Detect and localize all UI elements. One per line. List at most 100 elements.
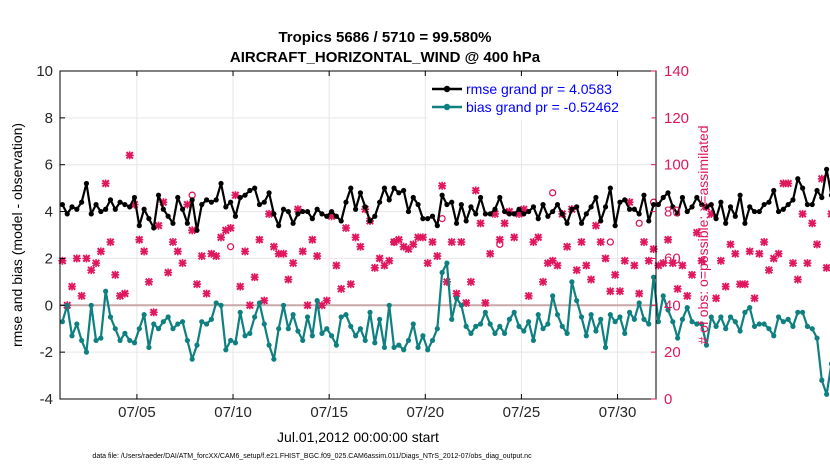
bias-point (271, 356, 277, 362)
bias-point (631, 316, 637, 322)
rmse-point (396, 190, 402, 196)
obs-assimilated-marker (313, 252, 322, 261)
bias-point (819, 377, 825, 383)
rmse-point (641, 192, 647, 198)
bias-point (675, 335, 681, 341)
bias-point (751, 323, 758, 329)
rmse-point (670, 204, 676, 210)
rmse-point (732, 213, 738, 219)
obs-assimilated-marker (217, 233, 226, 242)
rmse-point (463, 218, 469, 224)
obs-assimilated-marker (611, 270, 620, 279)
rmse-point (665, 190, 671, 196)
rmse-point (814, 187, 820, 194)
bias-point (367, 309, 373, 315)
rmse-point (775, 208, 782, 215)
rmse-point (357, 190, 363, 196)
bias-point (453, 295, 460, 301)
bias-point (103, 288, 109, 294)
bias-point (314, 298, 320, 304)
bias-point (550, 293, 556, 299)
obs-possible-marker (438, 214, 446, 223)
bias-point (530, 337, 537, 344)
obs-assimilated-marker (438, 181, 447, 190)
chart-title: Tropics 5686 / 5710 = 99.580% (278, 29, 491, 46)
obs-assimilated-marker (337, 284, 346, 293)
obs-assimilated-marker (164, 268, 173, 277)
bias-point (804, 323, 811, 329)
obs-assimilated-marker (409, 240, 418, 249)
obs-assimilated-marker (452, 289, 461, 298)
obs-assimilated-marker (82, 254, 91, 263)
bias-point (247, 330, 253, 336)
rmse-point (64, 211, 70, 217)
bias-point (703, 342, 710, 348)
rmse-point (559, 211, 565, 217)
rmse-point (420, 216, 426, 222)
rmse-point (131, 194, 138, 201)
bias-point (545, 321, 551, 327)
rmse-point (290, 220, 296, 226)
obs-assimilated-marker (308, 235, 317, 244)
rmse-point (785, 201, 791, 208)
obs-assimilated-marker (606, 287, 615, 296)
rmse-point (213, 197, 219, 203)
bias-point (439, 269, 445, 276)
y2-tick-label: 20 (664, 344, 681, 361)
legend: rmse grand pr = 4.0583 bias grand pr = -… (426, 78, 652, 120)
obs-assimilated-marker (457, 238, 466, 247)
obs-marker-stroke (827, 210, 830, 214)
bias-point (727, 314, 734, 320)
rmse-point (598, 218, 604, 224)
obs-assimilated-marker (659, 259, 668, 268)
obs-assimilated-marker (822, 263, 830, 272)
obs-assimilated-marker (553, 261, 562, 270)
bias-point (141, 312, 147, 318)
rmse-point (319, 211, 325, 217)
bias-point (622, 330, 628, 336)
rmse-point (655, 201, 662, 208)
obs-assimilated-marker (303, 301, 312, 310)
rmse-point (718, 199, 724, 205)
bias-point (199, 319, 205, 325)
rmse-point (348, 185, 354, 191)
obs-assimilated-marker (72, 254, 81, 263)
rmse-point (727, 204, 734, 210)
bias-point (434, 326, 440, 332)
rmse-point (699, 201, 705, 208)
obs-assimilated-marker (351, 233, 360, 242)
bias-point (218, 302, 224, 308)
y2-tick-label: 60 (664, 250, 681, 267)
rmse-point (535, 216, 541, 222)
bias-point (155, 326, 162, 332)
obs-assimilated-marker (418, 233, 427, 242)
rmse-point (79, 199, 85, 205)
rmse-point (266, 190, 272, 196)
y-tick-label: 6 (45, 157, 53, 174)
obs-assimilated-marker (346, 280, 355, 289)
y2-tick-label: 80 (664, 204, 681, 221)
bias-point (607, 312, 613, 318)
rmse-point (521, 211, 527, 217)
bias-point (232, 340, 239, 346)
bias-point (771, 333, 777, 339)
bias-point (756, 321, 762, 327)
rmse-point (271, 211, 277, 217)
bias-point (309, 333, 315, 339)
bias-point (179, 319, 186, 325)
obs-assimilated-marker (149, 308, 158, 317)
bias-point (420, 333, 426, 339)
bias-point (795, 309, 801, 315)
obs-assimilated-marker (284, 275, 293, 284)
bias-point (333, 342, 339, 348)
bias-point (747, 305, 753, 311)
obs-assimilated-marker (644, 256, 653, 265)
bias-point (473, 323, 479, 329)
rmse-point (328, 208, 335, 215)
bias-point (170, 326, 176, 332)
y-tick-label: 2 (45, 250, 53, 267)
rmse-point (675, 211, 681, 217)
x-tick-label: 07/05 (118, 404, 156, 421)
bias-point (588, 312, 594, 318)
bias-point (468, 330, 474, 336)
